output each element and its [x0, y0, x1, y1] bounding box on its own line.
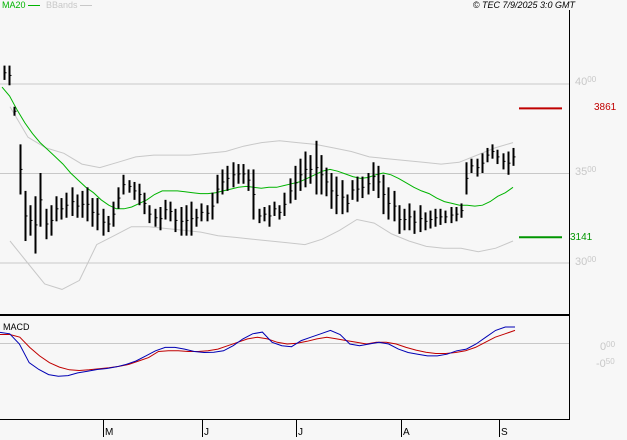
- chart-legend: MA20 BBands: [2, 0, 92, 11]
- y-label-sup: 50: [605, 357, 615, 366]
- x-axis-ticks: [103, 420, 500, 437]
- y-label-sup: 00: [606, 340, 616, 349]
- ma20-line: [1, 86, 514, 210]
- price-gridlines: [0, 83, 569, 264]
- macd-title: MACD: [3, 322, 30, 332]
- support-label: 3141: [570, 232, 593, 243]
- price-bars: [3, 65, 516, 254]
- resistance-label: 3861: [594, 102, 617, 113]
- y-label-sup: 00: [587, 75, 597, 84]
- y-label-sup: 00: [587, 165, 597, 174]
- legend-ma20: MA20: [2, 0, 26, 10]
- y-label-main: 30: [575, 256, 588, 268]
- macd-y-label-neg050: -050: [596, 357, 615, 370]
- bollinger-bands: [9, 106, 514, 290]
- y-label-4000: 4000: [575, 75, 597, 88]
- y-label-main: 40: [575, 76, 588, 88]
- x-label-jun: J: [204, 427, 209, 438]
- y-label-sup: 00: [587, 255, 597, 264]
- y-label-3000: 3000: [575, 255, 597, 268]
- macd-lines: [0, 326, 516, 377]
- y-label-3500: 3500: [575, 165, 597, 178]
- ma20-swatch-icon: [27, 5, 40, 7]
- x-label-aug: A: [403, 427, 410, 438]
- x-label-sep: S: [501, 427, 508, 438]
- macd-y-label-0: 000: [600, 340, 616, 353]
- y-label-main: 0: [600, 341, 607, 353]
- copyright-timestamp: © TEC 7/9/2025 3:0 GMT: [472, 0, 575, 10]
- y-label-main: -0: [596, 358, 606, 370]
- legend-bbands: BBands: [46, 0, 78, 10]
- x-label-jul: J: [298, 427, 303, 438]
- y-label-main: 35: [575, 166, 588, 178]
- bbands-swatch-icon: [79, 5, 92, 7]
- support-resistance-lines: [519, 107, 562, 239]
- x-label-may: M: [105, 427, 114, 438]
